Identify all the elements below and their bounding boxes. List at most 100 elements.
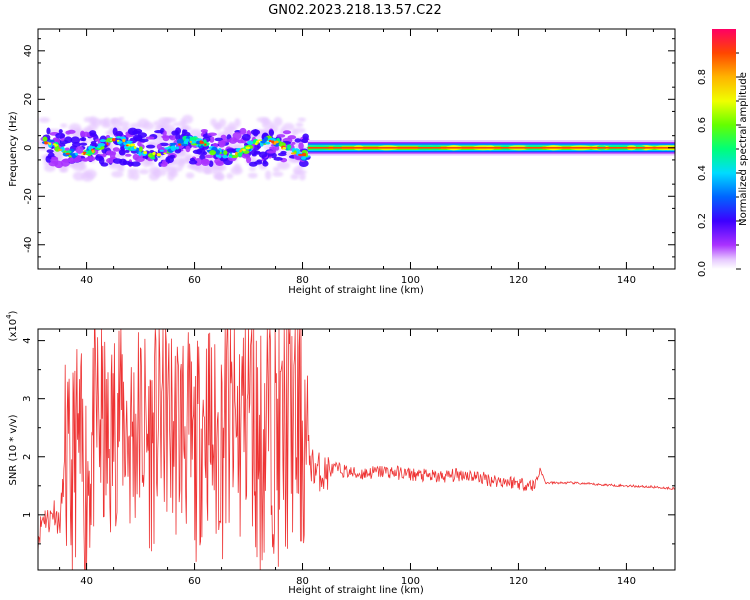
heatmap-cell [148, 171, 160, 181]
heatmap-cell [38, 117, 50, 123]
heatmap-cell [171, 130, 179, 136]
heatmap-cell [105, 150, 115, 156]
spectrogram-frame [37, 28, 676, 270]
heatmap-cell [178, 143, 182, 146]
heatmap-cell [170, 145, 177, 152]
snr-ytick-label: 2 [22, 454, 33, 460]
heatmap-cell [214, 137, 224, 142]
heatmap-cell [59, 168, 68, 173]
heatmap-cell [111, 170, 124, 178]
spectrogram-xtick-label: 120 [509, 275, 528, 286]
heatmap-cell [137, 132, 148, 138]
heatmap-cell [273, 116, 283, 127]
spectrogram-ytick-label: -40 [23, 237, 34, 253]
heatmap-cell [125, 153, 132, 157]
heatmap-cell [291, 129, 299, 136]
heatmap-cell [300, 138, 310, 144]
spectrogram-ytick-label: 0 [23, 145, 34, 151]
heatmap-cell [125, 144, 129, 147]
heatmap-cell [94, 155, 104, 161]
heatmap-cell [153, 120, 161, 126]
heatmap-cell [48, 139, 55, 143]
spectrogram-ytick-label: 40 [23, 44, 34, 57]
heatmap-cell [188, 159, 198, 165]
heatmap-cell [45, 155, 52, 163]
heatmap-cell [122, 138, 126, 143]
heatmap-cell [152, 151, 156, 155]
heatmap-cell [273, 157, 283, 161]
heatmap-cell [119, 158, 127, 166]
heatmap-cell [256, 140, 259, 143]
heatmap-cell [274, 140, 279, 144]
snr-xlabel: Height of straight line (km) [288, 585, 424, 596]
heatmap-cell [116, 139, 120, 142]
heatmap-cell [258, 151, 268, 158]
heatmap-cell [47, 128, 62, 134]
heatmap-cell [166, 166, 177, 176]
heatmap-cell [250, 129, 261, 136]
heatmap-cell [253, 150, 261, 154]
heatmap-cell [59, 143, 66, 147]
heatmap-cell [239, 150, 242, 153]
heatmap-cell [138, 138, 149, 143]
heatmap-cell [48, 142, 52, 145]
heatmap-cell [257, 139, 263, 142]
heatmap-cell [185, 138, 190, 143]
heatmap-cell [218, 140, 225, 146]
heatmap-cell [298, 142, 304, 150]
heatmap-cell [238, 152, 243, 158]
snr-xtick-label: 100 [401, 576, 420, 587]
heatmap-cell [145, 144, 156, 149]
spectrogram-ytick-label: 20 [23, 93, 34, 106]
heatmap-cell [169, 154, 176, 159]
snr-ytick-label: 1 [22, 512, 33, 518]
heatmap-cell [82, 131, 90, 137]
heatmap-cell [91, 149, 95, 153]
heatmap-cell [115, 136, 122, 139]
heatmap-cell [118, 141, 123, 144]
colorbar-tick-label: 0.0 [697, 261, 708, 277]
heatmap-cell [109, 163, 122, 170]
heatmap-cell [81, 171, 94, 182]
spectrogram-xtick-label: 100 [401, 275, 420, 286]
heatmap-cell [145, 136, 155, 140]
colorbar-gradient [712, 29, 736, 269]
heatmap-cell [226, 173, 234, 180]
snr-xtick-label: 60 [188, 576, 201, 587]
heatmap-cell [269, 146, 275, 150]
heatmap-cell [159, 149, 164, 152]
heatmap-cell [262, 120, 275, 130]
heatmap-cell [176, 138, 184, 145]
heatmap-cell [143, 151, 147, 155]
heatmap-cell [291, 141, 296, 145]
heatmap-cell [268, 139, 272, 143]
heatmap-cell [223, 150, 228, 156]
heatmap-cell [124, 149, 130, 153]
heatmap-cell [91, 146, 96, 149]
heatmap-cell [65, 152, 70, 155]
heatmap-cell [112, 147, 120, 152]
snr-multiplier: (x104) [5, 310, 19, 341]
heatmap-cell [185, 172, 195, 179]
colorbar-axes: 0.0 0.2 0.4 0.6 0.8 [697, 52, 741, 277]
heatmap-cell [133, 145, 137, 149]
figure-title: GN02.2023.218.13.57.C22 [268, 3, 442, 18]
spectrogram-ylabel: Frequency (Hz) [8, 111, 19, 187]
heatmap-cell [50, 157, 59, 164]
heatmap-cell [127, 127, 138, 136]
heatmap-cell [110, 118, 121, 124]
heatmap-cell [209, 136, 215, 143]
heatmap-cell [229, 151, 233, 154]
heatmap-cell [271, 140, 275, 144]
spectrogram-xtick-label: 40 [80, 275, 93, 286]
spectrogram-xlabel: Height of straight line (km) [288, 285, 424, 296]
heatmap-cell [286, 144, 292, 150]
heatmap-cell [70, 136, 81, 144]
heatmap-cell [131, 171, 140, 181]
heatmap-cell [100, 162, 109, 167]
heatmap-cell [118, 149, 126, 156]
heatmap-cell [266, 150, 276, 154]
heatmap-cell [127, 161, 134, 167]
snr-axes: 40 60 80 100 120 140 1 2 3 4 [22, 329, 675, 587]
